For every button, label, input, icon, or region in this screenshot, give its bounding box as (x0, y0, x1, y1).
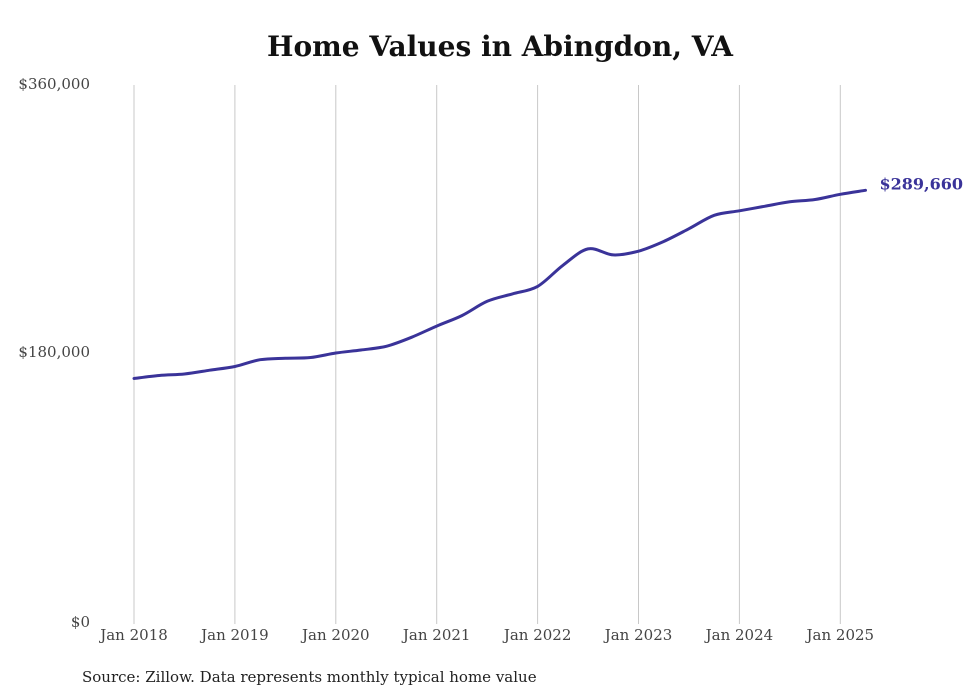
data-point-2018-07 (183, 372, 186, 375)
data-point-2020-04 (360, 349, 363, 352)
data-point-2022-07 (587, 247, 590, 250)
data-point-2023-07 (687, 227, 690, 230)
data-point-2025-01 (839, 193, 842, 196)
data-point-2022-10 (612, 253, 615, 256)
x-axis-tick-labels: Jan 2018 Jan 2019 Jan 2020 Jan 2021 Jan 2022… (98, 626, 874, 644)
data-point-2018-10 (208, 369, 211, 372)
data-point-2019-01 (233, 365, 236, 368)
data-point-2019-10 (309, 356, 312, 359)
data-point-2024-10 (814, 198, 817, 201)
x-tick-label-2020-01: Jan 2020 (300, 626, 370, 644)
x-tick-label-2023-01: Jan 2023 (603, 626, 673, 644)
x-tick-label-2018-01: Jan 2018 (98, 626, 168, 644)
end-value-label: $289,660 (880, 174, 964, 193)
data-point-2021-07 (486, 300, 489, 303)
x-tick-label-2019-01: Jan 2019 (199, 626, 269, 644)
data-point-2021-04 (460, 314, 463, 317)
data-point-2020-01 (334, 352, 337, 355)
data-point-2025-04 (864, 189, 867, 192)
x-tick-label-2021-01: Jan 2021 (401, 626, 471, 644)
source-note: Source: Zillow. Data represents monthly … (82, 668, 537, 686)
series-layer: $289,660 (132, 174, 964, 380)
x-tick-label-2025-01: Jan 2025 (805, 626, 875, 644)
x-tick-label-2022-01: Jan 2022 (502, 626, 572, 644)
data-point-2020-07 (385, 345, 388, 348)
y-tick-label-360000: $360,000 (18, 75, 90, 93)
chart-title: Home Values in Abingdon, VA (267, 30, 733, 63)
data-point-2021-10 (511, 292, 514, 295)
vertical-gridlines (133, 85, 841, 624)
data-point-2023-04 (662, 240, 665, 243)
data-point-2024-04 (763, 205, 766, 208)
data-point-2024-07 (788, 200, 791, 203)
data-point-2020-10 (410, 336, 413, 339)
data-point-2024-01 (738, 209, 741, 212)
y-tick-label-0: $0 (70, 613, 90, 631)
series-line-0 (132, 188, 867, 380)
data-point-2021-01 (435, 325, 438, 328)
data-point-2019-07 (284, 357, 287, 360)
data-point-2022-04 (561, 264, 564, 267)
data-point-2023-10 (713, 214, 716, 217)
data-point-2019-04 (259, 358, 262, 361)
x-tick-label-2024-01: Jan 2024 (704, 626, 774, 644)
data-point-2018-04 (158, 374, 161, 377)
y-tick-label-180000: $180,000 (18, 343, 90, 361)
data-point-2023-01 (637, 250, 640, 253)
data-point-2018-01 (133, 377, 136, 380)
data-point-2022-01 (536, 285, 539, 288)
